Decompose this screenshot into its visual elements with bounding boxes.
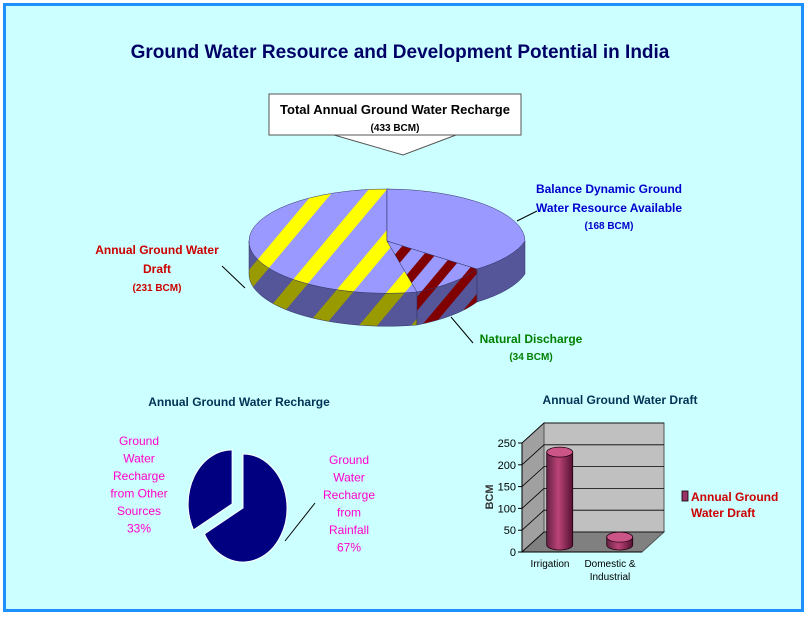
callout-value: (433 BCM)	[371, 123, 420, 134]
draft-bar-chart: 0 50 100 150 200 250 Irrigation Domestic & Indu…	[484, 421, 778, 583]
balance-label-line-2: Water Resource Available	[536, 201, 682, 215]
callout-title: Total Annual Ground Water Recharge	[280, 102, 510, 117]
y-axis-ticks: 0 50 100 150 200 250	[498, 438, 642, 559]
main-pie-chart	[221, 188, 538, 344]
discharge-label-line-1: Natural Discharge	[480, 332, 583, 346]
draft-bar-title: Annual Ground Water Draft	[543, 393, 698, 407]
draft-leader-line	[221, 265, 246, 289]
rainfall-label-line-2: Water	[333, 471, 365, 485]
y-tick-label-200: 200	[498, 460, 516, 472]
other-label-line-1: Ground	[119, 434, 159, 448]
other-sources-label: Ground Water Recharge from Other Sources 33%	[110, 434, 167, 536]
y-tick-label-150: 150	[498, 482, 516, 494]
balance-label: Balance Dynamic Ground Water Resource Av…	[536, 182, 682, 232]
callout-arrow	[333, 134, 457, 156]
rainfall-label-line-5: Rainfall	[329, 523, 369, 537]
gridlines	[521, 422, 664, 553]
chart-canvas: Ground Water Resource and Development Po…	[95, 42, 778, 583]
y-tick-label-50: 50	[504, 525, 516, 537]
other-label-line-2: Water	[123, 452, 155, 466]
plot-floor	[520, 531, 666, 553]
gridline-0	[521, 531, 664, 553]
draft-label-line-2: Draft	[143, 262, 171, 276]
chart-frame: Ground Water Resource and Development Po…	[3, 3, 804, 612]
discharge-label: Natural Discharge (34 BCM)	[480, 332, 583, 363]
legend-label-line-1: Annual Ground	[691, 490, 778, 504]
other-label-line-4: from Other	[110, 487, 167, 501]
gridline-200	[521, 444, 664, 466]
rainfall-label-line-4: from	[337, 506, 361, 520]
rainfall-leader-line	[284, 502, 316, 542]
bar-1-top	[546, 446, 574, 458]
recharge-pie-chart	[187, 449, 316, 563]
gridline-50	[521, 509, 664, 531]
y-tick-label-100: 100	[498, 503, 516, 515]
legend-label-line-2: Water Draft	[691, 506, 755, 520]
bars	[546, 446, 634, 551]
bar-2-top	[606, 531, 634, 543]
legend-swatch	[681, 490, 689, 502]
discharge-leader-line	[450, 316, 474, 344]
draft-slice-top	[248, 188, 418, 294]
balance-slice-top-full	[386, 188, 526, 270]
gridline-150	[521, 466, 664, 487]
draft-value-label: (231 BCM)	[133, 283, 182, 294]
rainfall-label-line-1: Ground	[329, 453, 369, 467]
rainfall-label: Ground Water Recharge from Rainfall 67%	[323, 453, 375, 555]
other-label-line-5: Sources	[117, 504, 161, 518]
gridline-100	[521, 487, 664, 509]
bar-1	[546, 451, 574, 551]
rainfall-label-line-3: Recharge	[323, 488, 375, 502]
other-label-line-6: 33%	[127, 522, 151, 536]
total-recharge-callout: Total Annual Ground Water Recharge (433 …	[268, 93, 522, 156]
x-tick-label-2-line-1: Domestic &	[584, 559, 635, 570]
discharge-value-label: (34 BCM)	[509, 352, 552, 363]
x-tick-label-2-line-2: Industrial	[590, 572, 631, 583]
draft-label: Annual Ground Water Draft (231 BCM)	[95, 243, 219, 294]
x-axis-labels: Irrigation Domestic & Industrial	[531, 559, 636, 583]
draft-label-line-1: Annual Ground Water	[95, 243, 219, 257]
page-title: Ground Water Resource and Development Po…	[131, 42, 670, 63]
balance-value-label: (168 BCM)	[585, 221, 634, 232]
other-sources-slice	[187, 449, 233, 531]
rainfall-slice	[203, 453, 288, 563]
y-axis-label: BCM	[484, 484, 496, 509]
callout-box	[268, 93, 522, 136]
x-tick-label-1-line-1: Irrigation	[531, 559, 570, 570]
y-tick-label-0: 0	[510, 547, 516, 559]
rainfall-label-line-6: 67%	[337, 541, 361, 555]
other-label-line-3: Recharge	[113, 469, 165, 483]
balance-label-line-1: Balance Dynamic Ground	[536, 182, 682, 196]
balance-leader-line	[516, 210, 538, 222]
y-tick-label-250: 250	[498, 438, 516, 450]
discharge-slice-top	[386, 240, 478, 293]
recharge-pie-title: Annual Ground Water Recharge	[148, 395, 330, 409]
bar-legend: Annual Ground Water Draft	[681, 490, 778, 520]
gridline-250	[521, 422, 664, 444]
plot-side-wall	[521, 421, 545, 554]
